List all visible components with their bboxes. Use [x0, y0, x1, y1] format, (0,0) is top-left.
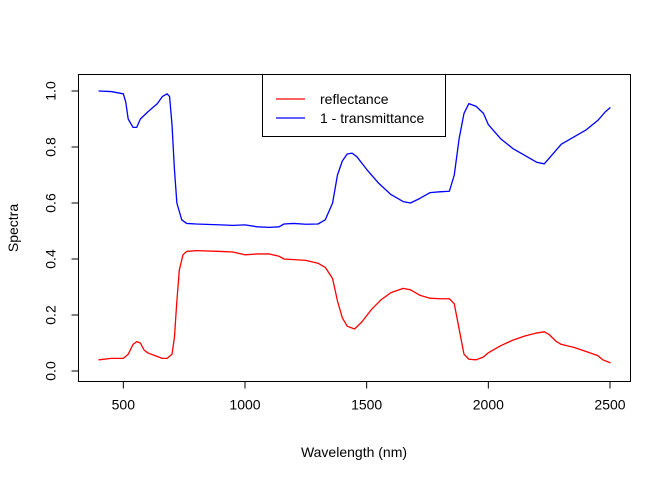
- legend: reflectance 1 - transmittance: [262, 74, 446, 137]
- x-tick-label: 2500: [594, 397, 625, 413]
- y-tick-label: 0.0: [43, 361, 59, 381]
- series-line-reflectance: [98, 249, 611, 364]
- legend-label: 1 - transmittance: [320, 110, 424, 126]
- legend-label: reflectance: [320, 91, 389, 107]
- y-tick-label: 0.4: [43, 249, 59, 269]
- x-axis: 500 1000 1500 2000 2500: [112, 381, 626, 413]
- x-tick-label: 500: [112, 397, 136, 413]
- x-tick-label: 1500: [351, 397, 382, 413]
- legend-box: [262, 74, 446, 137]
- x-tick-label: 1000: [229, 397, 260, 413]
- series-line-one-minus-transmittance: [98, 90, 611, 229]
- y-tick-label: 0.2: [43, 305, 59, 325]
- x-axis-label: Wavelength (nm): [301, 444, 407, 460]
- x-tick-label: 2000: [473, 397, 504, 413]
- series-layer: [98, 90, 611, 364]
- y-axis-label: Spectra: [5, 204, 21, 252]
- y-tick-label: 0.6: [43, 193, 59, 213]
- y-tick-label: 1.0: [43, 81, 59, 101]
- y-axis: 0.0 0.2 0.4 0.6 0.8 1.0: [43, 81, 79, 381]
- y-tick-label: 0.8: [43, 137, 59, 157]
